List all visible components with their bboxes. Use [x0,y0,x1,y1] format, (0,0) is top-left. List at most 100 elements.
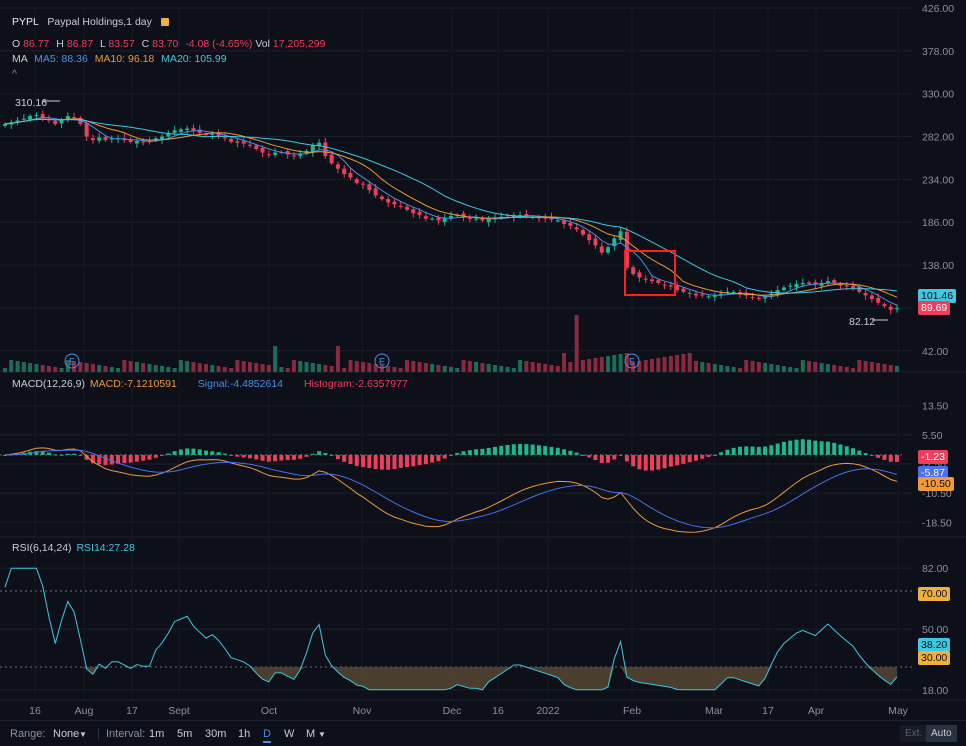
macd-histogram-bar [486,447,491,455]
interval-w-button[interactable]: W [284,728,295,740]
range-dropdown[interactable]: None [53,728,80,740]
x-axis-label: Feb [623,705,641,717]
candle-body [392,201,397,205]
macd-histogram-bar [492,446,497,455]
volume-bar [895,366,899,372]
macd-histogram-bar [354,454,359,467]
candle-body [486,218,491,223]
macd-histogram-bar [693,454,698,461]
volume-bar [185,361,190,372]
rsi-header: RSI(6,14,24) RSI14:27.28 [12,542,135,554]
range-chevron-down-icon[interactable]: ▼ [79,730,87,739]
macd-histogram-bar [153,454,158,458]
volume-bar [178,360,183,372]
volume-bar [216,366,221,372]
volume-bar [788,367,793,372]
interval-d-button[interactable]: D [263,728,271,743]
volume-bar [28,363,33,372]
ma5-value: MA5: 88.36 [34,53,88,65]
vol-value: 17,205,299 [272,38,326,50]
candle-body [763,297,768,299]
interval-m-button[interactable]: M [306,728,316,740]
volume-bar [122,360,127,372]
ext-toggle[interactable]: Ext. [900,725,928,742]
candle-body [436,217,441,221]
volume-bar [392,367,397,372]
volume-bar [9,360,14,372]
candle-body [103,136,108,141]
volume-bar [656,358,661,372]
volume-bar [480,363,485,372]
candle-body [518,215,523,217]
close-price-tag: 89.69 [918,301,951,315]
macd-histogram-bar [888,454,893,462]
macd-histogram-bar [103,454,108,466]
volume-bar [838,366,843,372]
macd-histogram-bar [788,440,793,455]
symbol-header: PYPL Paypal Holdings,1 day [12,16,169,28]
macd-histogram-bar [178,449,183,455]
x-axis-label: 16 [29,705,41,717]
x-axis-label: May [888,705,909,717]
macd-histogram-bar [518,443,523,455]
collapse-caret[interactable]: ^ [12,68,17,80]
volume-bar [882,364,887,372]
volume-bar [348,360,353,372]
candle-body [606,247,611,253]
ma5-line [4,117,898,306]
candle-body [3,124,7,126]
volume-bar [624,353,629,372]
interval-30m-button[interactable]: 30m [205,728,227,740]
macd-histogram-bar [254,454,259,460]
volume-bar [643,360,648,372]
macd-histogram-bar [863,453,868,455]
interval-1h-button[interactable]: 1h [238,728,251,740]
volume-bar [109,367,114,372]
macd-histogram-bar [279,454,284,461]
volume-bar [832,365,837,372]
volume-bar [15,361,20,372]
macd-histogram-bar [618,454,623,456]
symbol-info-icon[interactable] [160,18,169,27]
interval-chevron-down-icon[interactable]: ▼ [318,730,326,739]
macd-histogram-bar [568,450,573,455]
macd-histogram-bar [430,454,435,463]
high-annotation: 310.16 [15,97,48,109]
candle-body [587,234,592,241]
volume-bar [549,365,554,372]
macd-histogram-bar [612,454,617,460]
candle-body [712,295,717,297]
candle-body [794,283,799,288]
candle-body [241,141,246,144]
macd-histogram-bar [882,454,887,460]
volume-bar [857,360,862,372]
candle-body [656,280,661,283]
macd-histogram-bar [700,454,705,459]
candle-body [379,196,384,200]
macd-histogram-bar [637,454,642,470]
volume-bar [719,365,724,372]
interval-5m-button[interactable]: 5m [177,728,193,740]
candle-body [46,119,51,121]
candle-body [185,128,190,130]
candle-body [291,155,296,157]
candle-body [800,282,805,285]
volume-bar [84,363,89,372]
volume-bar [423,363,428,372]
rsi-axis-tick: 18.00 [922,685,948,697]
volume-bar [687,353,692,372]
volume-bar [191,362,196,372]
volume-bar [222,367,227,372]
x-axis-label: Dec [443,705,462,717]
volume-bar [310,363,315,372]
candle-body [662,284,667,286]
macd-histogram-bar [832,442,837,455]
candle-body [386,199,391,203]
interval-label: Interval: [106,728,146,740]
auto-toggle[interactable]: Auto [926,725,957,742]
macd-histogram-bar [719,452,724,455]
interval-1m-button[interactable]: 1m [149,728,165,740]
ohlc-l-key: L [100,38,106,50]
symbol-description: Paypal Holdings,1 day [47,16,152,28]
